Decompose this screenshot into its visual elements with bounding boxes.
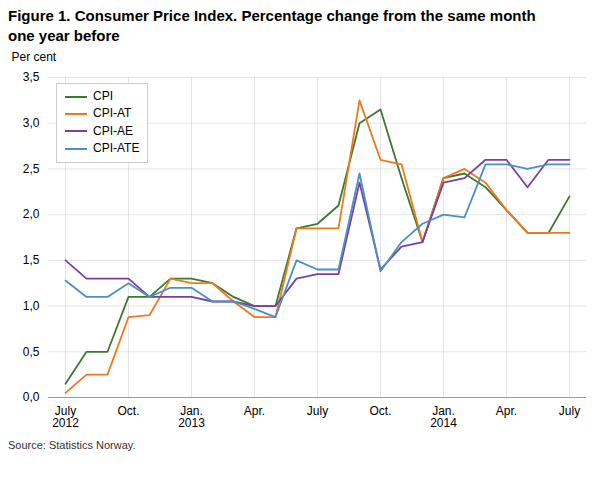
svg-text:Oct.: Oct. — [369, 404, 391, 418]
svg-text:July: July — [307, 404, 328, 418]
svg-text:Jan.2013: Jan.2013 — [178, 404, 205, 430]
svg-text:0,5: 0,5 — [23, 345, 40, 359]
svg-text:1,5: 1,5 — [23, 253, 40, 267]
html-text:CPI-AE: CPI-AE — [93, 123, 133, 138]
svg-text:Per cent: Per cent — [12, 50, 57, 64]
html-text:Figure 1. Consumer Price Index: Figure 1. Consumer Price Index. Percenta… — [8, 7, 536, 44]
svg-text:3,5: 3,5 — [23, 70, 40, 84]
svg-text:1,0: 1,0 — [23, 299, 40, 313]
html-text:CPI-AT: CPI-AT — [93, 106, 132, 121]
svg-text:3,0: 3,0 — [23, 116, 40, 130]
svg-text:0,0: 0,0 — [23, 390, 40, 404]
svg-text:Apr.: Apr. — [244, 404, 265, 418]
html-text:CPI-ATE: CPI-ATE — [93, 141, 140, 156]
svg-text:Oct.: Oct. — [117, 404, 139, 418]
svg-text:July2012: July2012 — [52, 404, 79, 430]
svg-text:2,0: 2,0 — [23, 207, 40, 221]
svg-text:2,5: 2,5 — [23, 162, 40, 176]
svg-text:Apr.: Apr. — [496, 404, 517, 418]
html-text:CPI: CPI — [93, 89, 113, 103]
svg-text:Jan.2014: Jan.2014 — [430, 404, 457, 430]
svg-text:July: July — [559, 404, 580, 418]
html-text:Source: Statistics Norway.: Source: Statistics Norway. — [8, 439, 136, 451]
